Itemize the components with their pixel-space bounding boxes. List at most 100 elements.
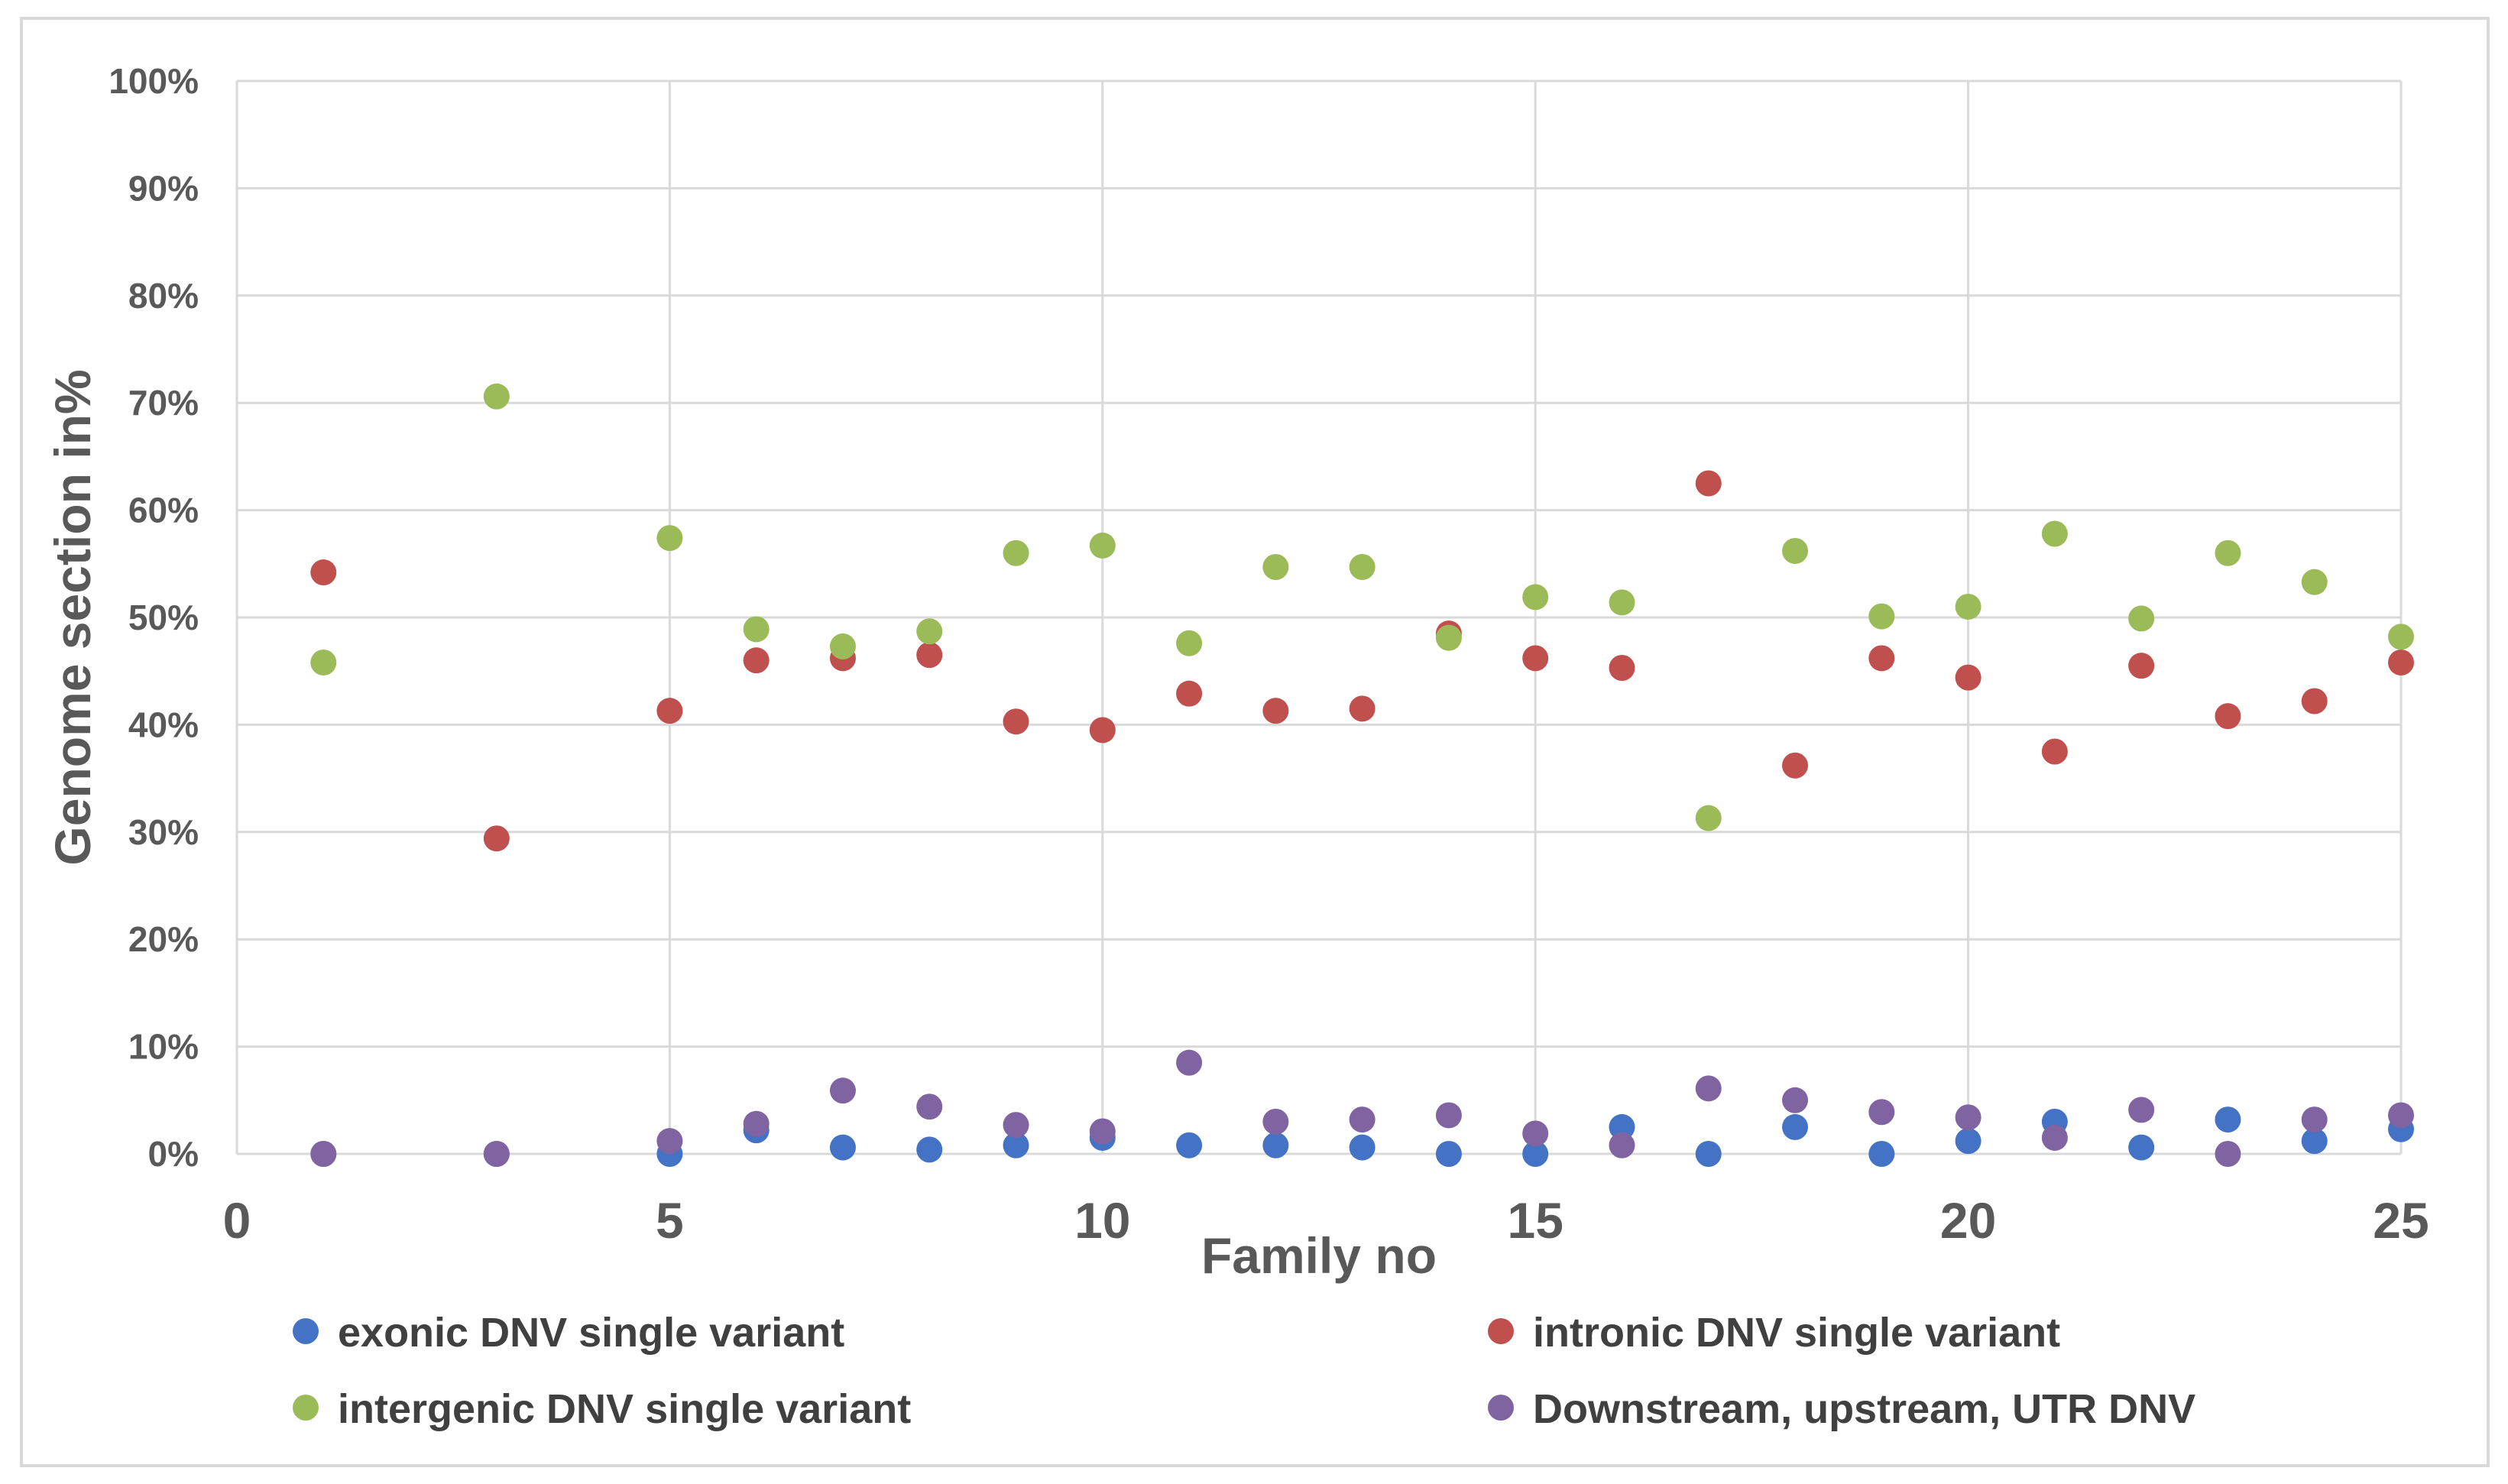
x-axis-ticks: 0 5 10 15 20 25: [223, 1192, 2429, 1249]
point-downstream-upstream-utr: [1003, 1112, 1029, 1139]
point-intergenic: [1695, 805, 1722, 831]
point-exonic: [2215, 1107, 2241, 1133]
legend-marker: [293, 1318, 319, 1344]
point-exonic: [2301, 1128, 2328, 1155]
point-intronic: [1003, 708, 1029, 735]
point-exonic: [2128, 1134, 2155, 1161]
y-tick-label: 20%: [128, 919, 199, 959]
legend-label: exonic DNV single variant: [338, 1310, 844, 1356]
point-downstream-upstream-utr: [1089, 1118, 1116, 1145]
legend-label: intergenic DNV single variant: [338, 1386, 911, 1432]
point-downstream-upstream-utr: [2301, 1107, 2328, 1133]
point-intronic: [1522, 645, 1549, 672]
point-intergenic: [483, 383, 510, 410]
point-exonic: [1782, 1113, 1809, 1140]
point-downstream-upstream-utr: [2215, 1141, 2241, 1167]
point-intergenic: [1176, 630, 1203, 656]
point-intergenic: [1003, 539, 1029, 566]
point-exonic: [916, 1136, 943, 1163]
point-intergenic: [1955, 593, 1981, 620]
point-intronic: [483, 825, 510, 852]
point-intergenic: [1349, 554, 1376, 581]
point-exonic: [1349, 1134, 1376, 1161]
point-intronic: [656, 698, 683, 724]
point-intergenic: [1435, 624, 1462, 651]
y-tick-label: 90%: [128, 168, 199, 208]
point-intronic: [916, 642, 943, 669]
legend-marker: [293, 1395, 319, 1421]
point-exonic: [1868, 1141, 1895, 1167]
point-exonic: [1695, 1141, 1722, 1167]
point-downstream-upstream-utr: [829, 1077, 856, 1104]
point-intronic: [1695, 470, 1722, 497]
point-exonic: [1955, 1128, 1981, 1155]
point-intronic: [1176, 680, 1203, 707]
point-exonic: [1262, 1132, 1289, 1158]
legend: exonic DNV single variant intronic DNV s…: [293, 1310, 2195, 1432]
point-intergenic: [916, 618, 943, 645]
x-tick-label: 15: [1507, 1192, 1563, 1249]
point-intergenic: [829, 633, 856, 659]
point-intronic: [2301, 688, 2328, 714]
y-tick-label: 30%: [128, 812, 199, 852]
point-downstream-upstream-utr: [1435, 1102, 1462, 1129]
point-downstream-upstream-utr: [310, 1141, 337, 1167]
legend-item-intronic[interactable]: intronic DNV single variant: [1488, 1310, 2060, 1356]
legend-item-exonic[interactable]: exonic DNV single variant: [293, 1310, 844, 1356]
point-downstream-upstream-utr: [656, 1128, 683, 1155]
point-intronic: [743, 647, 770, 674]
series-intronic: [310, 470, 2414, 852]
legend-marker: [1488, 1318, 1514, 1344]
point-intronic: [1262, 698, 1289, 724]
y-tick-label: 0%: [148, 1134, 199, 1174]
point-downstream-upstream-utr: [1695, 1075, 1722, 1102]
x-tick-label: 20: [1940, 1192, 1996, 1249]
legend-item-downstream-upstream-utr[interactable]: Downstream, upstream, UTR DNV: [1488, 1386, 2195, 1432]
point-exonic: [1522, 1141, 1549, 1167]
chart-frame: 0% 10% 20% 30% 40% 50% 60% 70% 80% 90% 100% 0 5 10 15…: [20, 17, 2490, 1467]
x-tick-label: 10: [1074, 1192, 1130, 1249]
legend-item-intergenic[interactable]: intergenic DNV single variant: [293, 1386, 911, 1432]
point-intronic: [2128, 653, 2155, 679]
scatter-chart: 0% 10% 20% 30% 40% 50% 60% 70% 80% 90% 100% 0 5 10 15…: [44, 61, 2429, 1432]
point-downstream-upstream-utr: [2128, 1097, 2155, 1123]
point-intergenic: [656, 525, 683, 552]
point-downstream-upstream-utr: [1349, 1107, 1376, 1133]
point-intronic: [1955, 664, 1981, 691]
point-intergenic: [2128, 605, 2155, 632]
point-downstream-upstream-utr: [916, 1094, 943, 1120]
y-tick-label: 70%: [128, 383, 199, 423]
series-intergenic: [310, 383, 2414, 831]
x-tick-label: 5: [656, 1192, 684, 1249]
point-exonic: [1003, 1132, 1029, 1158]
point-downstream-upstream-utr: [743, 1110, 770, 1137]
point-intergenic: [2215, 539, 2241, 566]
point-intronic: [1782, 752, 1809, 779]
point-downstream-upstream-utr: [1609, 1132, 1635, 1158]
point-downstream-upstream-utr: [1176, 1049, 1203, 1076]
y-tick-label: 100%: [109, 61, 199, 101]
point-intergenic: [1868, 603, 1895, 630]
point-intergenic: [2041, 520, 2068, 547]
point-exonic: [829, 1134, 856, 1161]
point-intronic: [2215, 703, 2241, 730]
point-downstream-upstream-utr: [2041, 1124, 2068, 1151]
y-axis-ticks: 0% 10% 20% 30% 40% 50% 60% 70% 80% 90% 100%: [109, 61, 199, 1174]
legend-label: intronic DNV single variant: [1533, 1310, 2060, 1356]
point-intronic: [1868, 645, 1895, 672]
point-intergenic: [2301, 569, 2328, 595]
x-tick-label: 0: [223, 1192, 251, 1249]
point-downstream-upstream-utr: [483, 1141, 510, 1167]
y-tick-label: 60%: [128, 491, 199, 530]
data-points: [310, 383, 2414, 1167]
point-intergenic: [743, 616, 770, 643]
point-exonic: [1176, 1132, 1203, 1158]
y-tick-label: 80%: [128, 276, 199, 316]
point-intronic: [2388, 649, 2414, 676]
y-tick-label: 40%: [128, 705, 199, 744]
point-intergenic: [310, 649, 337, 676]
point-intergenic: [1609, 589, 1635, 616]
y-tick-label: 10%: [128, 1027, 199, 1067]
point-intronic: [310, 559, 337, 586]
point-downstream-upstream-utr: [1522, 1120, 1549, 1147]
